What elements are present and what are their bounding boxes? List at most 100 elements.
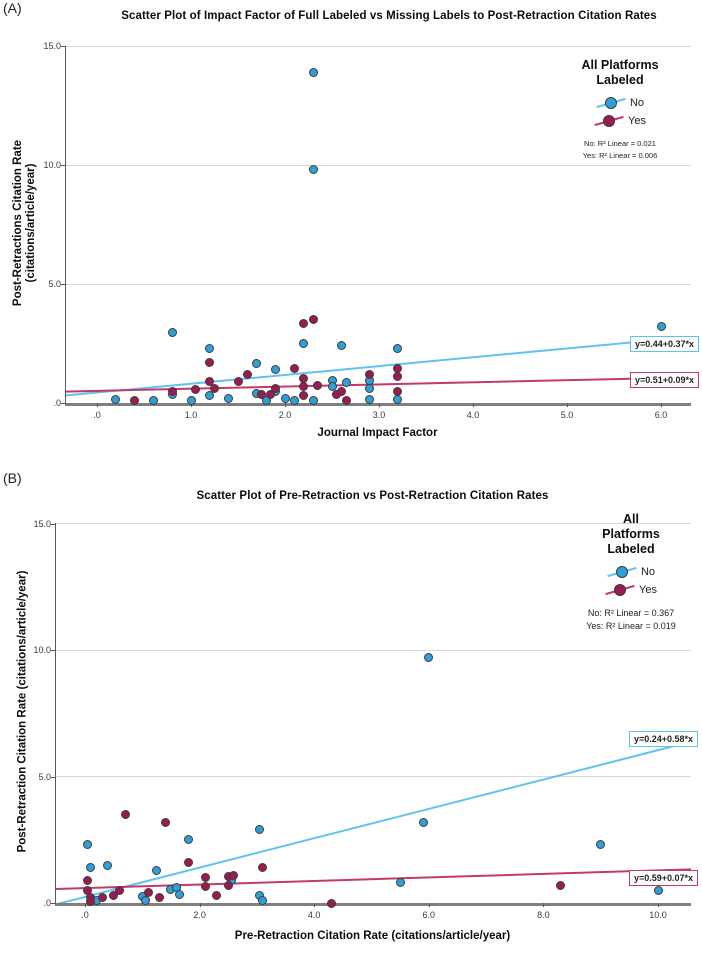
y-axis-label-a-line2: (citations/article/year) [25, 163, 37, 283]
data-point-no [393, 343, 403, 353]
legend-title-a-line2: Labeled [596, 73, 644, 87]
regression-line-no [57, 740, 691, 903]
plot-title-b: Scatter Plot of Pre-Retraction vs Post-R… [196, 490, 549, 502]
data-point-yes [212, 890, 222, 900]
y-tick-label: 10.0 [33, 645, 51, 655]
legend-marker-no-icon [596, 96, 626, 110]
data-point-yes [299, 381, 309, 391]
y-tick-mark-icon [61, 46, 65, 47]
x-tick-mark-icon [661, 403, 662, 407]
gridline [56, 523, 691, 524]
data-point-yes [233, 377, 243, 387]
r2-no-b: No: R² Linear = 0.367 [587, 608, 675, 618]
legend-stats-a: No: R² Linear = 0.021 Yes: R² Linear = 0… [540, 138, 700, 162]
data-point-no [341, 378, 351, 388]
data-point-no [140, 895, 150, 905]
x-tick-label: 4.0 [307, 910, 321, 920]
x-tick-mark-icon [97, 403, 98, 407]
panel-label-b: (B) [3, 470, 22, 486]
equation-label-no: y=0.24+0.58*x [628, 731, 698, 747]
data-point-yes [299, 391, 309, 401]
data-point-yes [97, 893, 107, 903]
y-tick-mark-icon [61, 165, 65, 166]
legend-items-b: No Yes [570, 563, 692, 599]
data-point-yes [229, 870, 239, 880]
legend-a: All Platforms Labeled No Yes No: R² Line… [540, 58, 700, 162]
gridline [66, 283, 691, 285]
x-tick-mark-icon [379, 403, 380, 407]
y-axis-label-b-line1: Post-Retraction Citation Rate (citations… [16, 570, 29, 853]
regression-line-no [66, 335, 691, 397]
y-tick-label: 15.0 [33, 518, 51, 529]
data-point-yes [556, 880, 566, 890]
x-tick-label: 8.0 [537, 910, 550, 920]
panel-label-a: (A) [3, 0, 22, 16]
legend-stats-b: No: R² Linear = 0.367 Yes: R² Linear = 0… [570, 607, 692, 633]
panel-a: (A) Scatter Plot of Impact Factor of Ful… [0, 0, 702, 460]
r2-yes-b: Yes: R² Linear = 0.019 [586, 621, 676, 631]
data-point-no [656, 322, 666, 332]
data-point-yes [266, 390, 276, 400]
data-point-yes [154, 893, 164, 903]
y-tick-mark-icon [61, 403, 65, 404]
data-point-yes [120, 809, 130, 819]
x-tick-label: 5.0 [560, 410, 574, 420]
data-point-no [152, 865, 162, 875]
data-point-no [271, 365, 281, 375]
y-tick-label: 5.0 [38, 771, 51, 782]
data-point-yes [160, 817, 170, 827]
legend-item-no: No [570, 563, 692, 581]
data-point-no [224, 393, 234, 403]
data-point-yes [341, 396, 351, 406]
data-point-no [653, 885, 663, 895]
x-tick-label: 2.0 [278, 410, 292, 420]
data-point-no [261, 396, 271, 406]
gridline [66, 164, 691, 166]
data-point-no [327, 381, 337, 391]
x-tick-label: 1.0 [184, 410, 198, 420]
data-point-yes [336, 386, 346, 396]
data-point-yes [289, 363, 299, 373]
y-tick-mark-icon [51, 776, 55, 778]
data-point-no [395, 878, 405, 888]
regression-line-yes [56, 868, 691, 890]
gridline [56, 649, 691, 651]
x-axis-label-a: Journal Impact Factor [317, 427, 438, 439]
x-tick-mark-icon [85, 903, 86, 907]
data-point-no [175, 889, 185, 899]
r2-yes-a: Yes: R² Linear = 0.006 [582, 151, 658, 160]
data-point-yes [143, 888, 153, 898]
x-tick-mark-icon [428, 903, 430, 907]
legend-title-a: All Platforms Labeled [540, 58, 700, 88]
legend-item-no: No [540, 94, 700, 112]
x-tick-mark-icon [658, 903, 659, 907]
x-tick-label: .0 [93, 410, 101, 420]
data-point-no [289, 396, 299, 406]
data-point-no [111, 394, 121, 404]
legend-label-no: No [629, 97, 645, 109]
y-tick-mark-icon [51, 650, 55, 651]
y-axis-label-a: Post-Retractions Citation Rate (citation… [12, 73, 38, 373]
equation-label-yes: y=0.51+0.09*x [629, 372, 699, 388]
data-point-no [103, 860, 113, 870]
data-point-no [255, 825, 265, 835]
x-tick-mark-icon [567, 403, 568, 407]
data-point-no [252, 359, 262, 369]
data-point-no [183, 835, 193, 845]
data-point-yes [83, 875, 93, 885]
legend-label-yes: Yes [628, 115, 646, 127]
y-tick-label: 10.0 [43, 160, 61, 170]
plot-area-b: 15.0 10.0 5.0 .0 .0 2.0 4.0 6.0 8.0 10.0 y=0.24+0.… [33, 519, 698, 920]
data-point-no [596, 840, 606, 850]
y-tick-mark-icon [51, 523, 55, 525]
y-axis-label-a-line1: Post-Retractions Citation Rate [12, 139, 24, 307]
legend-title-b-line3: Labeled [607, 542, 655, 556]
data-point-yes [109, 890, 119, 900]
legend-title-b-line2: Platforms [602, 527, 660, 541]
data-point-yes [308, 315, 318, 325]
data-point-yes [393, 386, 403, 396]
y-axis-label-b: Post-Retraction Citation Rate (citations… [17, 502, 30, 922]
data-point-no [186, 396, 196, 406]
data-point-no [83, 840, 93, 850]
gridline [56, 776, 691, 777]
